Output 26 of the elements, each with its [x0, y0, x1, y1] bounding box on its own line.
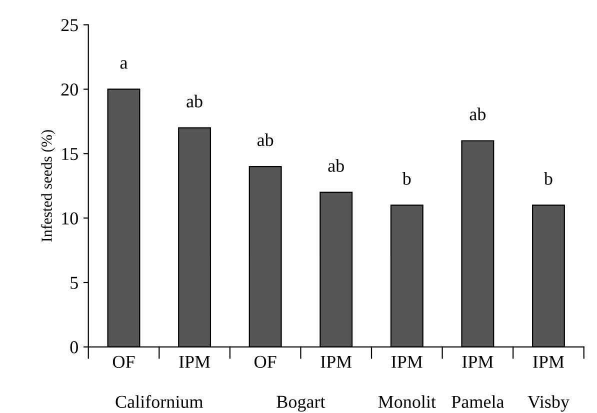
- y-tick-label: 15: [62, 148, 78, 160]
- text: Californium: [116, 395, 203, 408]
- x-tick-label: OF: [254, 356, 276, 368]
- y-tick-label: 0: [70, 341, 78, 354]
- text: Visby: [528, 395, 570, 412]
- x-tick-label: IPM: [179, 356, 210, 368]
- annotation: ab: [257, 133, 274, 146]
- y-tick-label: 10: [62, 212, 78, 225]
- x-tick-label: IPM: [320, 356, 352, 368]
- annotation: ab: [470, 108, 486, 120]
- annotation: b: [544, 172, 552, 185]
- annotation: b: [402, 172, 411, 185]
- x-tick-label: IPM: [533, 356, 564, 368]
- y-axis-title: Infested seeds (%): [41, 130, 56, 242]
- annotation: a: [120, 60, 128, 69]
- text: Pamela: [452, 395, 504, 408]
- y-tick-label: 5: [70, 276, 78, 289]
- annotation: ab: [328, 159, 344, 172]
- x-tick-label: IPM: [391, 356, 422, 368]
- text: Bogart: [276, 396, 326, 412]
- y-tick-label: 25: [61, 19, 78, 32]
- annotation: ab: [186, 94, 202, 108]
- text: Monolit: [378, 395, 436, 408]
- x-tick-label: OF: [112, 356, 135, 368]
- x-tick-label: IPM: [462, 356, 494, 368]
- y-tick-label: 20: [61, 83, 78, 96]
